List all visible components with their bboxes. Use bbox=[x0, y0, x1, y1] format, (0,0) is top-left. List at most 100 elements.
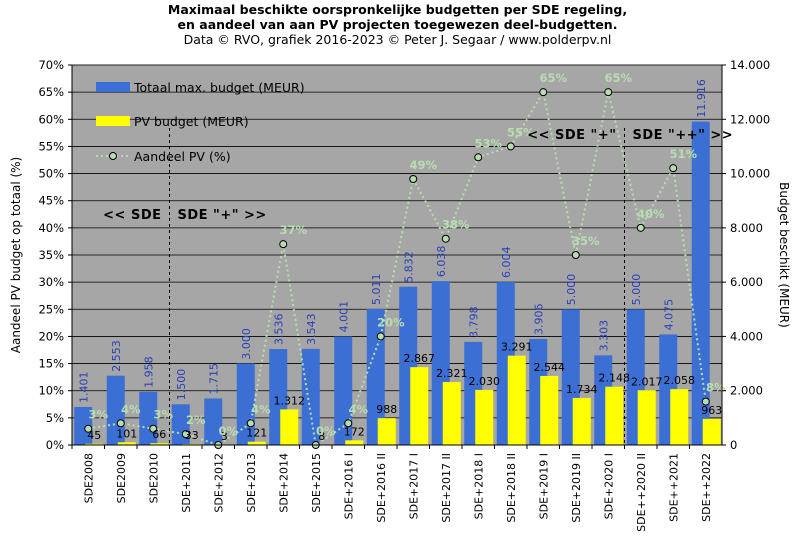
pv-budget-bar bbox=[442, 382, 461, 445]
total-budget-label: 3.543 bbox=[305, 313, 318, 345]
share-point bbox=[539, 88, 548, 97]
pv-budget-label: 66 bbox=[152, 428, 166, 441]
category-label: SDE+2013 bbox=[245, 453, 258, 513]
share-point bbox=[701, 397, 710, 406]
category-label: SDE+2016 I bbox=[342, 453, 355, 519]
legend-label-pv: PV budget (MEUR) bbox=[134, 114, 249, 129]
total-budget-label: 4.001 bbox=[337, 301, 350, 333]
share-label: 55% bbox=[507, 125, 535, 139]
left-tick-label: 30% bbox=[38, 275, 64, 289]
left-tick-label: 70% bbox=[38, 58, 64, 72]
total-budget-label: 1.958 bbox=[142, 356, 155, 388]
category-label: SDE+2017 I bbox=[407, 453, 420, 519]
title-line-2: en aandeel van aan PV projecten toegewez… bbox=[177, 17, 618, 32]
pv-budget-bar bbox=[702, 418, 721, 445]
left-tick-label: 50% bbox=[38, 167, 64, 181]
left-tick-label: 60% bbox=[38, 112, 64, 126]
share-point bbox=[246, 419, 255, 428]
total-budget-label: 6.038 bbox=[435, 246, 448, 278]
share-label: 51% bbox=[669, 147, 697, 161]
share-point bbox=[409, 175, 418, 183]
left-axis-title: Aandeel PV budget op totaal (%) bbox=[9, 157, 23, 353]
share-point bbox=[441, 234, 450, 243]
pv-budget-label: 2.867 bbox=[404, 352, 436, 365]
share-label: 4% bbox=[348, 402, 368, 416]
share-label: 53% bbox=[474, 136, 502, 150]
left-tick-label: 0% bbox=[46, 438, 64, 452]
left-tick-label: 15% bbox=[38, 357, 64, 371]
left-tick-label: 65% bbox=[38, 85, 64, 99]
legend-swatch-total bbox=[96, 82, 130, 92]
total-budget-label: 5.011 bbox=[370, 273, 383, 305]
category-label: SDE+2019 I bbox=[537, 453, 550, 519]
share-point bbox=[604, 88, 613, 97]
share-point bbox=[636, 223, 645, 232]
pv-budget-label: 2.544 bbox=[534, 361, 566, 374]
pv-budget-bar bbox=[605, 386, 624, 445]
share-point bbox=[506, 142, 515, 151]
legend-swatch-pv bbox=[96, 116, 130, 126]
axes: 0%5%10%15%20%25%30%35%40%45%50%55%60%65%… bbox=[9, 58, 791, 532]
annotations: << SDE SDE "+" >> << SDE "+" SDE "++" >> bbox=[103, 128, 733, 223]
share-point bbox=[84, 424, 93, 433]
right-tick-label: 6.000 bbox=[730, 275, 763, 289]
total-budget-label: 2.553 bbox=[110, 340, 123, 372]
pv-budget-label: 2.058 bbox=[664, 374, 696, 387]
category-label: SDE+2017 II bbox=[440, 453, 453, 523]
share-label: 65% bbox=[539, 71, 567, 85]
pv-budget-label: 963 bbox=[701, 404, 722, 417]
share-point bbox=[571, 251, 580, 259]
category-label: SDE++2020 II bbox=[635, 453, 648, 532]
left-tick-label: 10% bbox=[38, 384, 64, 398]
category-label: SDE2009 bbox=[115, 453, 128, 503]
share-label: 38% bbox=[442, 218, 470, 232]
share-point bbox=[474, 153, 483, 162]
category-label: SDE+2012 bbox=[212, 453, 225, 513]
pv-budget-bar bbox=[150, 443, 169, 445]
total-budget-label: 3.906 bbox=[532, 303, 545, 335]
pv-budget-bar bbox=[670, 389, 689, 445]
share-label: 20% bbox=[377, 315, 405, 329]
pv-budget-label: 172 bbox=[344, 425, 365, 438]
pv-budget-label: 8 bbox=[318, 430, 325, 443]
pv-budget-bar bbox=[377, 418, 396, 445]
legend-swatch-share-point bbox=[109, 152, 117, 160]
pv-budget-label: 33 bbox=[185, 429, 199, 442]
total-budget-label: 6.004 bbox=[500, 247, 513, 279]
total-budget-label: 1.715 bbox=[207, 363, 220, 395]
pv-budget-bar bbox=[280, 409, 299, 445]
category-label: SDE+2020 I bbox=[602, 453, 615, 519]
left-tick-label: 55% bbox=[38, 139, 64, 153]
pv-budget-bar bbox=[117, 442, 136, 445]
total-budget-bar bbox=[106, 375, 125, 445]
annotation-sde-plusplus: SDE "++" >> bbox=[633, 128, 734, 143]
total-budget-label: 4.075 bbox=[662, 299, 675, 331]
category-label: SDE++2021 bbox=[667, 453, 680, 522]
total-budget-label: 3.536 bbox=[272, 314, 285, 346]
pv-budget-bar bbox=[345, 440, 364, 445]
pv-budget-bar bbox=[540, 375, 559, 445]
share-label: 35% bbox=[572, 234, 600, 248]
pv-budget-label: 45 bbox=[87, 429, 101, 442]
bar-series bbox=[74, 121, 721, 446]
pv-budget-label: 121 bbox=[246, 427, 267, 440]
share-label: 2% bbox=[186, 413, 206, 427]
share-point bbox=[116, 419, 125, 428]
data-labels: 1.401 45 2.553 101 1.958 66 1.500 33 1.715 3 3.000… bbox=[77, 71, 726, 443]
pv-budget-label: 101 bbox=[116, 427, 137, 440]
share-label: 4% bbox=[121, 402, 141, 416]
share-label: 65% bbox=[604, 71, 632, 85]
category-label: SDE+2016 II bbox=[375, 453, 388, 523]
total-budget-bar bbox=[74, 406, 93, 445]
share-point bbox=[344, 419, 353, 428]
share-point bbox=[181, 430, 190, 439]
category-label: SDE2008 bbox=[82, 453, 95, 503]
pv-budget-label: 988 bbox=[376, 403, 397, 416]
legend-label-total: Totaal max. budget (MEUR) bbox=[133, 80, 305, 95]
left-tick-label: 45% bbox=[38, 194, 64, 208]
share-point bbox=[669, 164, 678, 173]
total-budget-bar bbox=[691, 121, 710, 446]
pv-budget-label: 1.734 bbox=[566, 383, 598, 396]
right-tick-label: 4.000 bbox=[730, 329, 763, 343]
right-axis-title: Budget beschikt (MEUR) bbox=[777, 182, 791, 328]
